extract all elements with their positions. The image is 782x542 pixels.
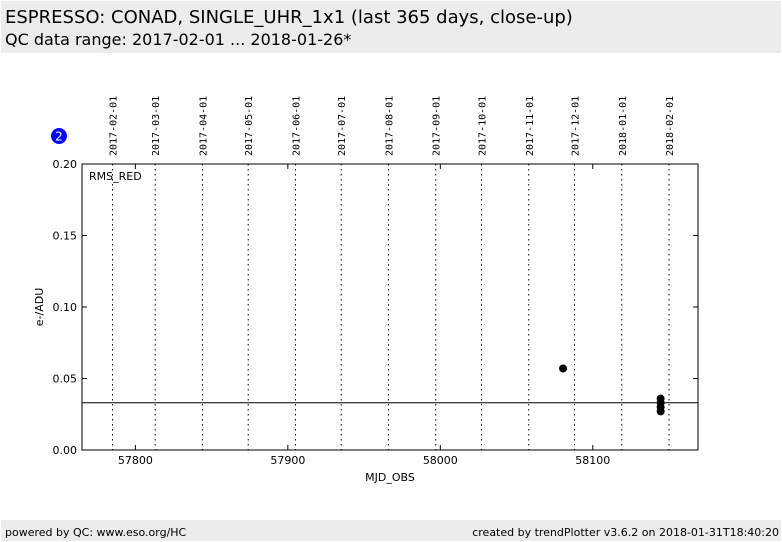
data-point	[656, 394, 665, 403]
y-tick-label: 0.00	[53, 444, 78, 457]
data-point	[559, 364, 568, 373]
footer-left: powered by QC: www.eso.org/HC	[5, 526, 187, 539]
plot-frame	[81, 163, 699, 451]
date-label: 2017-04-01	[198, 96, 209, 156]
date-label: 2017-06-01	[291, 96, 302, 156]
page-title: ESPRESSO: CONAD, SINGLE_UHR_1x1 (last 36…	[5, 7, 573, 28]
y-tick-label: 0.20	[53, 158, 78, 171]
badge-label: 2	[55, 130, 63, 144]
x-tick-label: 57800	[118, 454, 153, 467]
date-label: 2017-10-01	[477, 96, 488, 156]
footer-right: created by trendPlotter v3.6.2 on 2018-0…	[472, 526, 779, 539]
date-label: 2017-07-01	[337, 96, 348, 156]
x-tick-label: 57900	[270, 454, 305, 467]
date-label: 2017-08-01	[384, 96, 395, 156]
header-bar: ESPRESSO: CONAD, SINGLE_UHR_1x1 (last 36…	[1, 1, 781, 53]
x-tick-label: 58100	[575, 454, 610, 467]
date-label: 2017-09-01	[432, 96, 443, 156]
badge-circle	[51, 128, 67, 144]
date-label: 2018-02-01	[665, 96, 676, 156]
y-tick-label: 0.10	[53, 301, 78, 314]
y-tick-label: 0.05	[53, 373, 78, 386]
x-axis-label: MJD_OBS	[365, 471, 415, 484]
page-subtitle: QC data range: 2017-02-01 ... 2018-01-26…	[5, 30, 352, 49]
date-label: 2017-02-01	[108, 96, 119, 156]
x-tick-label: 58000	[423, 454, 458, 467]
date-label: 2017-11-01	[525, 96, 536, 156]
date-label: 2017-12-01	[570, 96, 581, 156]
date-label: 2017-05-01	[244, 96, 255, 156]
panel-label: RMS_RED	[89, 170, 142, 183]
date-label: 2017-03-01	[151, 96, 162, 156]
y-tick-label: 0.15	[53, 230, 78, 243]
y-axis-label: e-/ADU	[33, 288, 46, 327]
footer-bar: powered by QC: www.eso.org/HC created by…	[1, 520, 781, 541]
date-label: 2018-01-01	[618, 96, 629, 156]
